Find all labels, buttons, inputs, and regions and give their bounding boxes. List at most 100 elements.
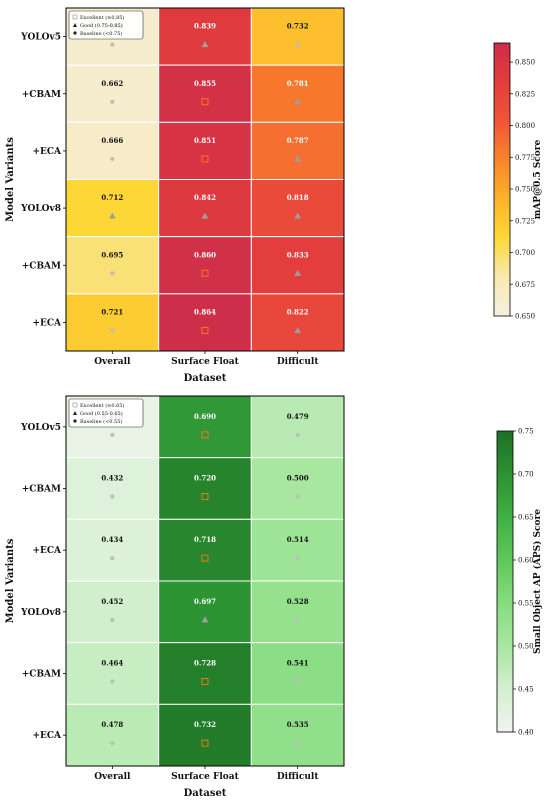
legend-entry-label: Baseline (<0.75)	[80, 30, 122, 37]
y-axis-title: Model Variants	[5, 538, 16, 623]
colorbar-title: mAP@0.5 Score	[533, 139, 543, 219]
heatmap-cell	[158, 179, 252, 238]
heatmap-cell	[158, 580, 252, 644]
performance-marker-circle	[295, 432, 300, 437]
y-tick-label: YOLOv5	[20, 33, 61, 43]
performance-marker-square	[201, 739, 209, 747]
performance-marker-square	[201, 326, 209, 334]
performance-marker-triangle	[201, 616, 209, 623]
cell-value-label: 0.818	[287, 193, 309, 202]
legend-entry-label: Good (0.55-0.65)	[80, 410, 123, 417]
y-tick-label: YOLOv5	[20, 423, 61, 433]
colorbar: 0.650 0.675 0.700 0.725 0.750 0.775 0.800 0.825…	[493, 42, 543, 321]
cell-value-label: 0.718	[194, 535, 216, 544]
performance-marker-circle	[110, 99, 115, 104]
heatmap-cell	[65, 642, 160, 705]
colorbar-tick-label: 0.70	[518, 471, 534, 479]
colorbar-tick-label: 0.825	[515, 90, 535, 98]
x-axis-title: Dataset	[184, 373, 227, 384]
legend-square-icon	[72, 14, 78, 20]
y-axis-title: Model Variants	[5, 137, 16, 222]
cell-value-label: 0.514	[287, 535, 309, 544]
legend-box	[68, 10, 144, 40]
heatmap-cell	[250, 121, 345, 181]
performance-marker-circle	[295, 494, 300, 499]
heatmap-cell	[250, 703, 345, 767]
performance-marker-circle	[110, 328, 115, 333]
cell-value-label: 0.434	[101, 535, 123, 544]
cell-value-label: 0.479	[287, 412, 309, 421]
y-tick-label: YOLOv8	[20, 204, 61, 214]
heatmap-cell	[158, 457, 252, 520]
performance-marker-circle	[110, 432, 115, 437]
heatmap-cell	[65, 236, 160, 295]
colorbar-tick-label: 0.55	[518, 600, 534, 608]
legend: Excellent (≥0.65)Good (0.55-0.65)Baselin…	[68, 398, 144, 428]
heatmap-cell	[250, 457, 345, 520]
performance-marker-circle	[110, 556, 115, 561]
heatmap-cell	[250, 179, 345, 238]
cell-value-label: 0.528	[287, 597, 309, 606]
legend-triangle-icon	[73, 411, 77, 415]
legend-box	[68, 398, 144, 428]
colorbar-tick-label: 0.725	[515, 217, 535, 225]
colorbar-tick-label: 0.75	[518, 428, 534, 436]
performance-marker-square	[201, 98, 209, 106]
legend: Excellent (≥0.85)Good (0.75-0.85)Baselin…	[68, 10, 144, 40]
colorbar: 0.40 0.45 0.50 0.55 0.60 0.65 0.70 0.75 Small Ob…	[496, 428, 543, 737]
heatmap-cell	[158, 642, 252, 705]
cell-value-label: 0.721	[101, 307, 123, 316]
heatmap-cell	[158, 703, 252, 767]
cell-value-label: 0.855	[194, 79, 216, 88]
performance-marker-triangle	[294, 155, 302, 162]
heatmap-cell	[65, 293, 160, 352]
cell-value-label: 0.781	[287, 79, 309, 88]
y-tick-label: +ECA	[32, 731, 62, 741]
heatmap-cell	[250, 580, 345, 644]
performance-marker-circle	[110, 494, 115, 499]
y-tick-label: +ECA	[32, 147, 62, 157]
cell-value-label: 0.662	[101, 79, 123, 88]
cell-value-label: 0.860	[194, 250, 216, 259]
heatmap-cell	[250, 293, 345, 352]
cell-value-label: 0.833	[287, 250, 309, 259]
y-tick-label: +CBAM	[22, 90, 61, 100]
heatmap-cell	[158, 7, 252, 66]
colorbar-tick-label: 0.750	[515, 186, 535, 194]
colorbar-tick-label: 0.40	[518, 729, 534, 737]
heatmap-cell	[65, 121, 160, 181]
heatmap-cell	[158, 395, 252, 459]
colorbar-tick-label: 0.50	[518, 643, 534, 651]
cell-value-label: 0.695	[101, 250, 123, 259]
colorbar-tick-label: 0.800	[515, 122, 535, 130]
colorbar-gradient	[493, 42, 511, 317]
performance-marker-circle	[110, 271, 115, 276]
x-axis-title: Dataset	[184, 788, 227, 799]
performance-marker-square	[201, 678, 209, 685]
performance-marker-square	[201, 155, 209, 163]
y-tick-label: +CBAM	[22, 261, 61, 271]
heatmap-cell	[65, 457, 160, 520]
performance-marker-circle	[295, 42, 300, 47]
cell-value-label: 0.478	[101, 720, 123, 729]
legend-entry-label: Good (0.75-0.85)	[80, 22, 123, 29]
colorbar-tick-label: 0.45	[518, 686, 534, 694]
legend-square-icon	[72, 402, 78, 408]
cell-value-label: 0.728	[194, 659, 216, 668]
y-tick-label: +CBAM	[22, 670, 61, 680]
y-tick-label: +ECA	[32, 546, 62, 556]
performance-marker-triangle	[201, 41, 209, 48]
heatmap-panel-1: 0.6620.8390.7320.6620.8550.7810.6660.851…	[5, 7, 543, 384]
heatmap-cell	[250, 236, 345, 295]
heatmap-cell	[250, 64, 345, 123]
cell-value-label: 0.500	[287, 474, 309, 483]
heatmap-cell	[65, 703, 160, 767]
cell-value-label: 0.822	[287, 307, 309, 316]
legend-entry-label: Excellent (≥0.85)	[80, 14, 124, 21]
heatmap-cell	[158, 293, 252, 352]
cell-value-label: 0.432	[101, 474, 123, 483]
heatmap-cell	[65, 179, 160, 238]
cell-value-label: 0.666	[101, 136, 123, 145]
heatmap-cell	[158, 121, 252, 181]
